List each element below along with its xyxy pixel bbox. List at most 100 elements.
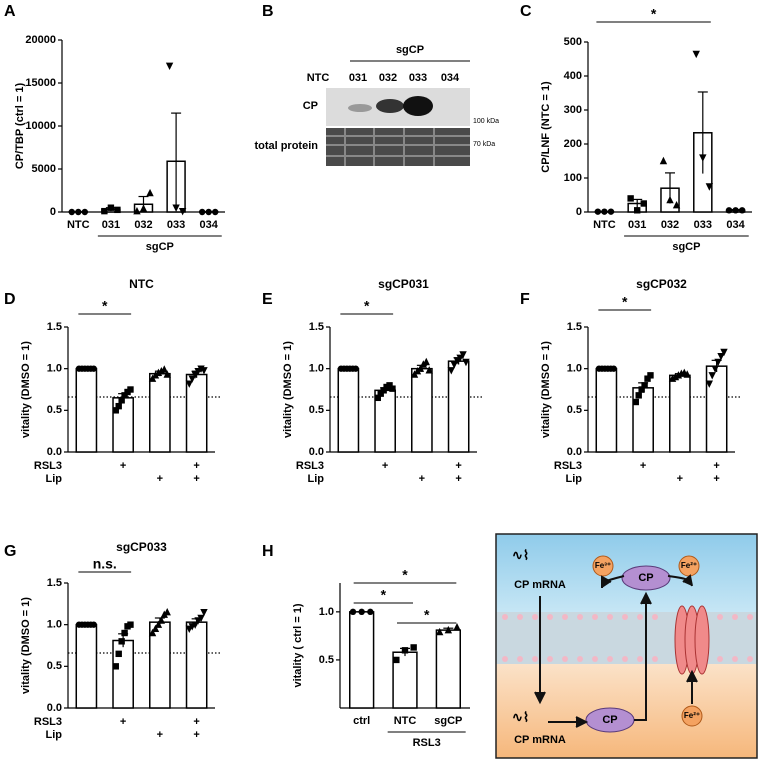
y-tick-label: 1.5 [309, 321, 324, 333]
y-tick-label: 0.5 [47, 404, 62, 416]
condition-label: RSL3 [296, 460, 324, 472]
x-tick-label: NTC [67, 219, 90, 231]
bar [75, 367, 98, 453]
y-axis-label: vitality (DMSO = 1) [20, 341, 32, 438]
point [714, 358, 722, 367]
x-tick-label: NTC [394, 715, 417, 727]
significance-label: * [364, 298, 370, 314]
point [127, 386, 134, 393]
point [358, 608, 365, 616]
point [717, 352, 725, 361]
mrna-icon: ∿⌇ [512, 547, 529, 562]
mrna-icon: ∿⌇ [512, 709, 529, 724]
point [148, 628, 157, 637]
condition-mark: + [455, 473, 461, 485]
y-tick-label: 0.5 [47, 660, 62, 672]
significance-label: n.s. [93, 556, 117, 572]
point [191, 621, 199, 629]
condition-label: Lip [46, 473, 63, 485]
y-axis-label: vitality (DMSO = 1) [282, 341, 294, 438]
point [90, 621, 97, 628]
point [377, 390, 384, 397]
point [75, 208, 82, 216]
y-tick-label: 15000 [25, 77, 56, 89]
chart-title: NTC [129, 277, 154, 291]
group-label: sgCP [396, 44, 424, 56]
point [121, 392, 128, 399]
marker-label: 70 kDa [473, 141, 495, 148]
y-axis-label: CP/TBP (ctrl = 1) [14, 83, 26, 170]
condition-label: RSL3 [34, 716, 62, 728]
iron [592, 555, 614, 577]
condition-mark: + [157, 473, 163, 485]
y-axis-label: vitality (DMSO = 1) [20, 597, 32, 694]
condition-label: Lip [308, 473, 325, 485]
y-tick-label: 1.0 [47, 619, 62, 631]
y-axis-label: CP/LNF (NTC = 1) [540, 81, 552, 173]
point [205, 208, 212, 216]
significance-label: * [102, 298, 108, 314]
point [601, 208, 608, 215]
point [594, 208, 602, 215]
point [188, 375, 196, 383]
point [425, 366, 433, 374]
point [349, 608, 357, 616]
y-tick-label: 0.5 [567, 404, 582, 416]
y-tick-label: 400 [564, 70, 582, 82]
x-tick-label: 031 [628, 219, 646, 231]
iron-label: Fe³⁺ [595, 561, 611, 570]
bar [411, 367, 433, 453]
condition-mark: + [640, 460, 646, 472]
y-tick-label: 10000 [25, 120, 56, 132]
point [659, 156, 668, 165]
point [118, 397, 125, 404]
point [453, 623, 461, 631]
chart-panel: C CP/LNF (NTC = 1) 0 100 200 300 400 500 NTC 031 0… [520, 3, 752, 253]
group-label: RSL3 [413, 737, 441, 749]
significance-label: * [622, 294, 628, 310]
y-tick-label: 0 [576, 206, 582, 218]
y-tick-label: 0.5 [319, 654, 334, 666]
point [640, 200, 647, 207]
point [114, 206, 121, 214]
point [121, 629, 128, 637]
y-tick-label: 5000 [32, 163, 56, 175]
mrna-label: CP mRNA [514, 579, 566, 591]
group-label: sgCP [146, 241, 174, 253]
panel-letter: G [4, 543, 16, 560]
point [200, 367, 208, 375]
x-tick-label: 034 [200, 219, 219, 231]
point [386, 382, 393, 389]
panel-letter: C [520, 3, 532, 20]
condition-mark: + [713, 460, 719, 472]
condition-mark: + [419, 473, 425, 485]
y-tick-label: 1.5 [47, 321, 62, 333]
lane-label: 031 [349, 72, 367, 84]
bar [705, 365, 728, 453]
chart-panel: A CP/TBP (ctrl = 1) 0 5000 10000 15000 20000 NT… [4, 3, 225, 253]
condition-mark: + [193, 729, 199, 741]
point [732, 207, 739, 214]
point [705, 380, 713, 388]
y-axis-label: vitality (DMSO = 1) [540, 341, 552, 438]
condition-mark: + [193, 473, 199, 485]
point [708, 372, 716, 380]
channel [674, 605, 710, 675]
significance-label: * [424, 607, 430, 623]
significance-label: * [381, 587, 387, 603]
bar [595, 367, 618, 453]
point [607, 208, 615, 215]
y-tick-label: 1.5 [567, 321, 582, 333]
point [68, 208, 75, 216]
point [672, 201, 681, 209]
point [139, 204, 148, 212]
point [459, 351, 467, 359]
point [692, 50, 700, 59]
bar [349, 611, 375, 709]
point [610, 365, 617, 372]
bar [669, 374, 691, 453]
point [644, 375, 651, 382]
lane-label: NTC [307, 72, 330, 84]
point [444, 625, 453, 634]
y-tick-label: 1.0 [47, 363, 62, 375]
